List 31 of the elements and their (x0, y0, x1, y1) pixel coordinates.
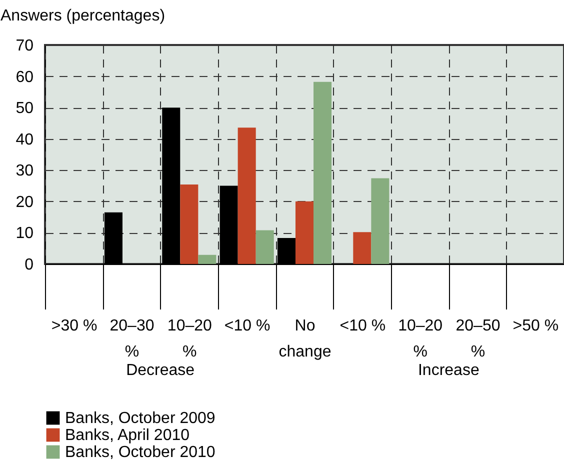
legend-label: Banks, October 2009 (65, 410, 216, 427)
x-tick-label: 20–50 % (456, 318, 500, 360)
x-tick-label: 10–20 % (167, 318, 212, 360)
x-tick-label: No change (278, 318, 332, 360)
bar (295, 201, 314, 264)
x-tick-label: 10–20 % (398, 318, 443, 360)
legend-label: Banks, April 2010 (65, 427, 190, 444)
y-tick-label: 40 (16, 131, 34, 148)
bar (238, 128, 256, 264)
x-tick-label: >30 % (51, 318, 98, 334)
y-tick-label: 60 (16, 68, 34, 86)
y-tick-label: 0 (24, 256, 34, 274)
text: Decrease (126, 362, 195, 380)
bar (371, 178, 390, 264)
x-tick-label: 20–30 % (110, 318, 154, 360)
bar (180, 184, 198, 264)
y-tick-label: 20 (16, 194, 34, 211)
bar (256, 230, 274, 264)
x-tick-label: <10 % (340, 318, 386, 334)
y-axis-title: Answers (percentages) (0, 8, 166, 24)
text: Increase (418, 362, 480, 380)
x-tick-label: >50 % (512, 318, 559, 334)
legend-label: Banks, October 2010 (65, 444, 216, 461)
y-tick-label: 70 (16, 38, 34, 54)
bar (353, 232, 372, 264)
bar (198, 254, 216, 264)
y-tick-label: 50 (16, 100, 34, 118)
y-tick-label: 30 (16, 162, 34, 180)
bar (314, 82, 332, 264)
y-tick-label: 10 (16, 225, 34, 242)
x-tick-label: <10 % (224, 318, 270, 334)
